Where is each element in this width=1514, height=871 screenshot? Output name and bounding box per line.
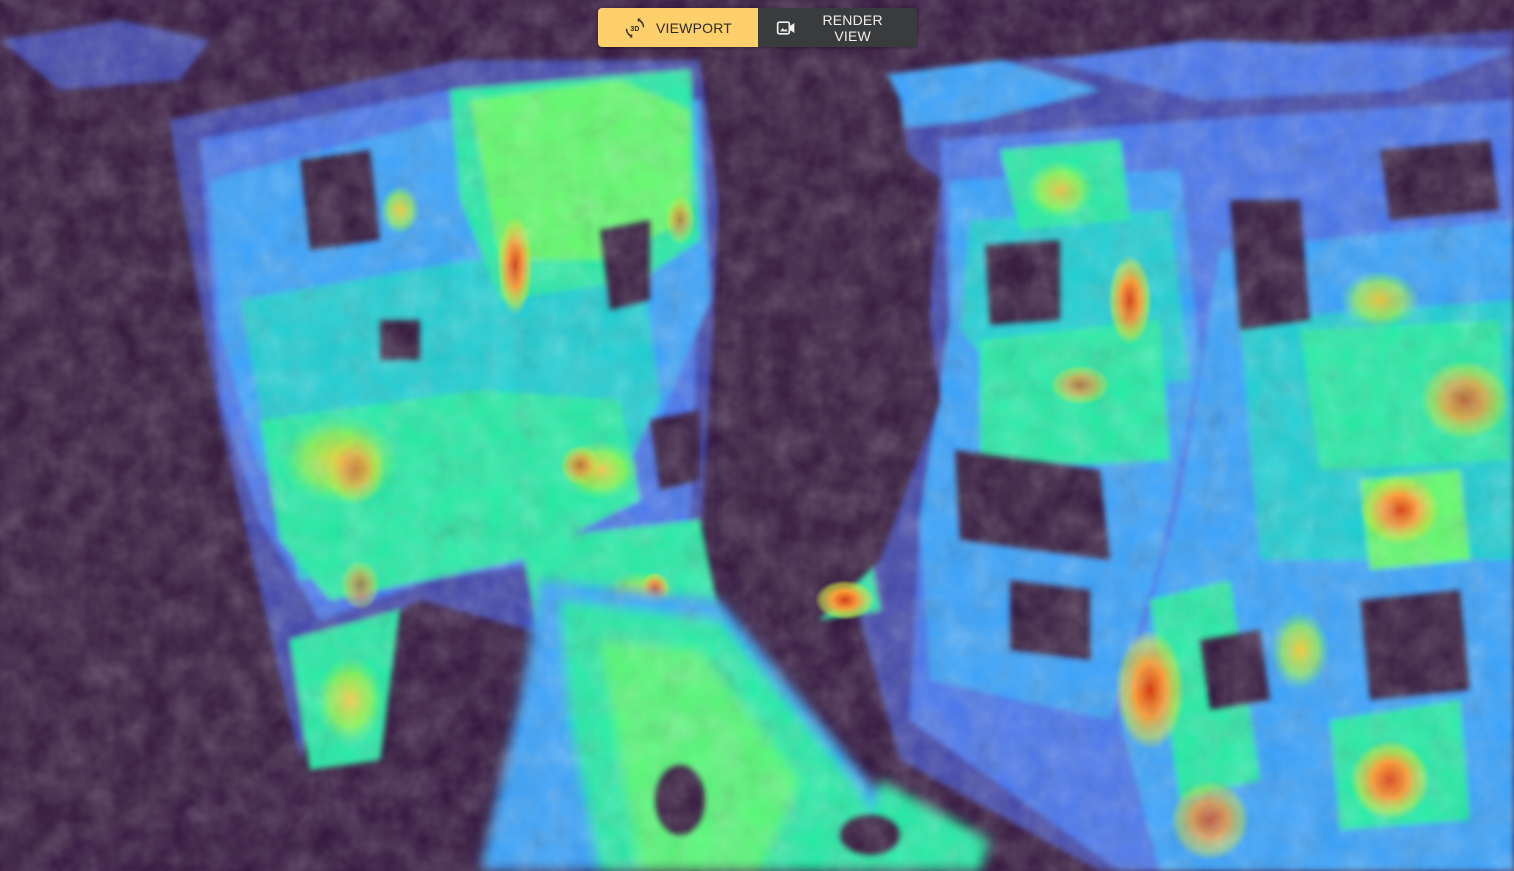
view-mode-toggle: 3D VIEWPORT RENDER VIEW: [598, 8, 917, 47]
viewport-button-label: VIEWPORT: [655, 19, 733, 36]
render-view-button[interactable]: RENDER VIEW: [758, 8, 917, 47]
video-camera-icon: [776, 17, 796, 39]
svg-text:3D: 3D: [630, 25, 639, 32]
viewport-button[interactable]: 3D VIEWPORT: [598, 8, 758, 47]
render-view-button-label: RENDER VIEW: [822, 11, 883, 44]
3d-rotation-icon: 3D: [624, 17, 646, 39]
